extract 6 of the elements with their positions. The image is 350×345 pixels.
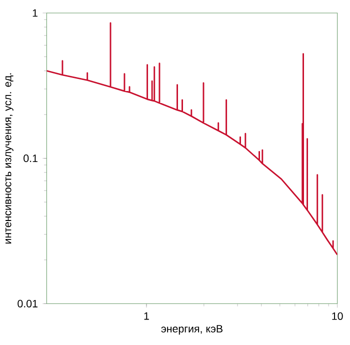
- y-tick-label: 0.01: [18, 300, 38, 308]
- x-tick-label: 10: [332, 312, 343, 320]
- y-axis-title: интенсивность излучения, усл. ед.: [5, 73, 14, 244]
- y-tick-label: 1: [32, 9, 38, 17]
- x-axis-title: энергия, кэВ: [161, 325, 222, 335]
- y-tick-label: 0.1: [24, 154, 38, 162]
